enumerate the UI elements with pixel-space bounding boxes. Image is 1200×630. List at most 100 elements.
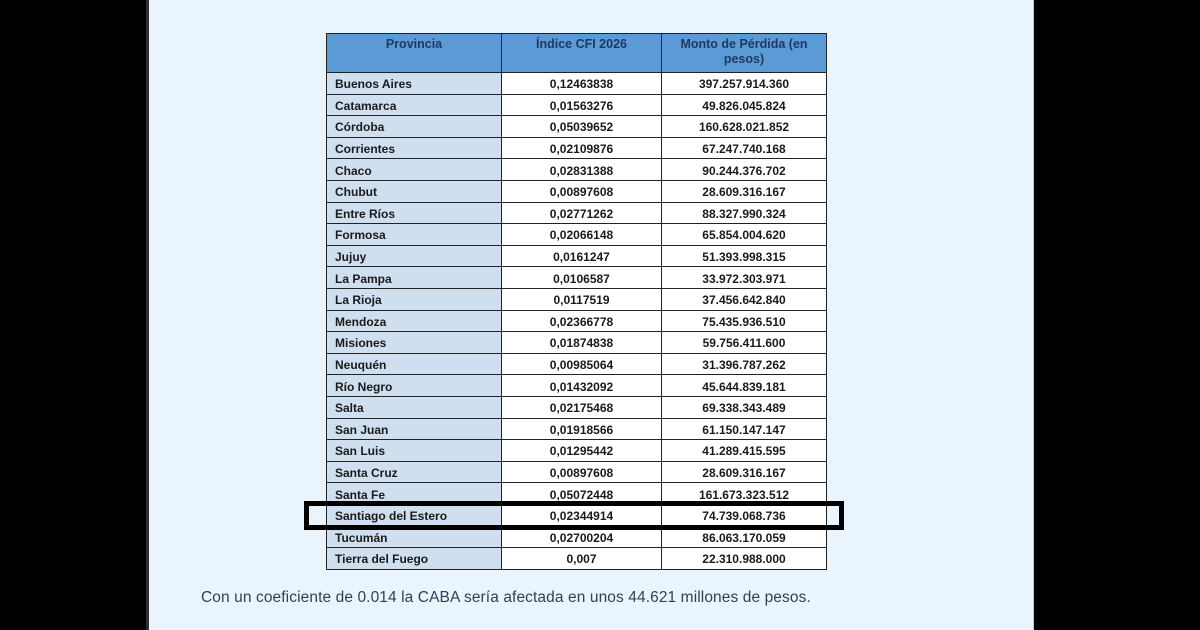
cell-province: Santa Fe bbox=[326, 482, 502, 505]
cell-province: La Rioja bbox=[326, 287, 502, 311]
table-row: La Rioja 0,0117519 37.456.642.840 bbox=[326, 287, 827, 311]
cell-amount: 28.609.316.167 bbox=[661, 460, 827, 484]
caption-text: Con un coeficiente de 0.014 la CABA serí… bbox=[201, 589, 811, 606]
cell-amount: 41.289.415.595 bbox=[661, 439, 827, 462]
cell-amount: 51.393.998.315 bbox=[661, 244, 827, 268]
cell-index: 0,02831388 bbox=[501, 158, 662, 181]
cell-index: 0,01874838 bbox=[501, 331, 662, 354]
cell-amount: 37.456.642.840 bbox=[661, 287, 827, 311]
cell-index: 0,007 bbox=[501, 547, 662, 570]
table-row: San Luis 0,01295442 41.289.415.595 bbox=[326, 439, 827, 462]
cell-amount: 69.338.343.489 bbox=[661, 395, 827, 419]
cell-province: Catamarca bbox=[326, 93, 502, 117]
table-row: Santa Cruz 0,00897608 28.609.316.167 bbox=[326, 460, 827, 484]
cell-amount: 74.739.068.736 bbox=[661, 503, 827, 527]
cell-amount: 49.826.045.824 bbox=[661, 93, 827, 117]
table-row: San Juan 0,01918566 61.150.147.147 bbox=[326, 417, 827, 441]
table-row: Santa Fe 0,05072448 161.673.323.512 bbox=[326, 482, 827, 505]
column-header-monto-perdida: Monto de Pérdida (en pesos) bbox=[661, 33, 827, 73]
table-row: Chaco 0,02831388 90.244.376.702 bbox=[326, 158, 827, 181]
cell-province: Córdoba bbox=[326, 115, 502, 138]
column-header-provincia: Provincia bbox=[326, 33, 502, 73]
table-header: Provincia Índice CFI 2026 Monto de Pérdi… bbox=[326, 33, 827, 73]
cell-index: 0,02771262 bbox=[501, 201, 662, 225]
cell-province: San Juan bbox=[326, 417, 502, 441]
cell-amount: 86.063.170.059 bbox=[661, 525, 827, 549]
cell-amount: 161.673.323.512 bbox=[661, 482, 827, 505]
cell-index: 0,02366778 bbox=[501, 309, 662, 333]
table-row: Salta 0,02175468 69.338.343.489 bbox=[326, 395, 827, 419]
cell-index: 0,01295442 bbox=[501, 439, 662, 462]
cell-index: 0,02175468 bbox=[501, 395, 662, 419]
cell-amount: 65.854.004.620 bbox=[661, 223, 827, 246]
cell-province: Mendoza bbox=[326, 309, 502, 333]
cell-index: 0,05072448 bbox=[501, 482, 662, 505]
cell-amount: 397.257.914.360 bbox=[661, 72, 827, 95]
cell-index: 0,02700204 bbox=[501, 525, 662, 549]
table-row: Formosa 0,02066148 65.854.004.620 bbox=[326, 223, 827, 246]
table-row: Catamarca 0,01563276 49.826.045.824 bbox=[326, 93, 827, 117]
cell-province: La Pampa bbox=[326, 266, 502, 289]
cell-amount: 33.972.303.971 bbox=[661, 266, 827, 289]
cell-province: Misiones bbox=[326, 331, 502, 354]
cell-index: 0,00897608 bbox=[501, 179, 662, 203]
cell-amount: 160.628.021.852 bbox=[661, 115, 827, 138]
cell-index: 0,0161247 bbox=[501, 244, 662, 268]
table-row: Chubut 0,00897608 28.609.316.167 bbox=[326, 179, 827, 203]
cell-index: 0,02109876 bbox=[501, 136, 662, 160]
table-row: Tierra del Fuego 0,007 22.310.988.000 bbox=[326, 547, 827, 570]
table-body: Buenos Aires 0,12463838 397.257.914.360 Cat… bbox=[326, 72, 827, 570]
cell-index: 0,01432092 bbox=[501, 374, 662, 397]
cell-province: Neuquén bbox=[326, 352, 502, 376]
cell-index: 0,05039652 bbox=[501, 115, 662, 138]
cell-province: Chubut bbox=[326, 179, 502, 203]
cell-province: Río Negro bbox=[326, 374, 502, 397]
cell-province: Entre Ríos bbox=[326, 201, 502, 225]
cell-amount: 88.327.990.324 bbox=[661, 201, 827, 225]
table-row: Córdoba 0,05039652 160.628.021.852 bbox=[326, 115, 827, 138]
cell-amount: 31.396.787.262 bbox=[661, 352, 827, 376]
table-row: Río Negro 0,01432092 45.644.839.181 bbox=[326, 374, 827, 397]
cell-amount: 45.644.839.181 bbox=[661, 374, 827, 397]
table-row: Mendoza 0,02366778 75.435.936.510 bbox=[326, 309, 827, 333]
cell-province: Buenos Aires bbox=[326, 72, 502, 95]
cell-amount: 59.756.411.600 bbox=[661, 331, 827, 354]
cell-index: 0,12463838 bbox=[501, 72, 662, 95]
cell-index: 0,02066148 bbox=[501, 223, 662, 246]
cell-amount: 75.435.936.510 bbox=[661, 309, 827, 333]
cell-province: Corrientes bbox=[326, 136, 502, 160]
content-card: Provincia Índice CFI 2026 Monto de Pérdi… bbox=[146, 0, 1034, 630]
cell-index: 0,02344914 bbox=[501, 503, 662, 527]
cell-index: 0,00985064 bbox=[501, 352, 662, 376]
column-header-indice-cfi: Índice CFI 2026 bbox=[501, 33, 662, 73]
cell-index: 0,0106587 bbox=[501, 266, 662, 289]
table-row: Buenos Aires 0,12463838 397.257.914.360 bbox=[326, 72, 827, 95]
table-header-row: Provincia Índice CFI 2026 Monto de Pérdi… bbox=[326, 33, 827, 73]
cell-province: Chaco bbox=[326, 158, 502, 181]
table-row: Neuquén 0,00985064 31.396.787.262 bbox=[326, 352, 827, 376]
cell-province: Jujuy bbox=[326, 244, 502, 268]
cell-province: Formosa bbox=[326, 223, 502, 246]
cell-province: Tierra del Fuego bbox=[326, 547, 502, 570]
cell-index: 0,0117519 bbox=[501, 287, 662, 311]
table-row: Misiones 0,01874838 59.756.411.600 bbox=[326, 331, 827, 354]
cell-index: 0,01918566 bbox=[501, 417, 662, 441]
table-row: Santiago del Estero 0,02344914 74.739.068.… bbox=[326, 503, 827, 527]
table-row: La Pampa 0,0106587 33.972.303.971 bbox=[326, 266, 827, 289]
cell-amount: 61.150.147.147 bbox=[661, 417, 827, 441]
cell-amount: 22.310.988.000 bbox=[661, 547, 827, 570]
table-row: Entre Ríos 0,02771262 88.327.990.324 bbox=[326, 201, 827, 225]
cell-province: Tucumán bbox=[326, 525, 502, 549]
cell-province: Santiago del Estero bbox=[326, 503, 502, 527]
cell-amount: 28.609.316.167 bbox=[661, 179, 827, 203]
table-row: Corrientes 0,02109876 67.247.740.168 bbox=[326, 136, 827, 160]
cell-province: Salta bbox=[326, 395, 502, 419]
cell-index: 0,01563276 bbox=[501, 93, 662, 117]
cell-index: 0,00897608 bbox=[501, 460, 662, 484]
table-row: Jujuy 0,0161247 51.393.998.315 bbox=[326, 244, 827, 268]
cell-province: Santa Cruz bbox=[326, 460, 502, 484]
table-row: Tucumán 0,02700204 86.063.170.059 bbox=[326, 525, 827, 549]
cell-amount: 67.247.740.168 bbox=[661, 136, 827, 160]
cell-amount: 90.244.376.702 bbox=[661, 158, 827, 181]
provinces-table: Provincia Índice CFI 2026 Monto de Pérdi… bbox=[326, 33, 827, 570]
